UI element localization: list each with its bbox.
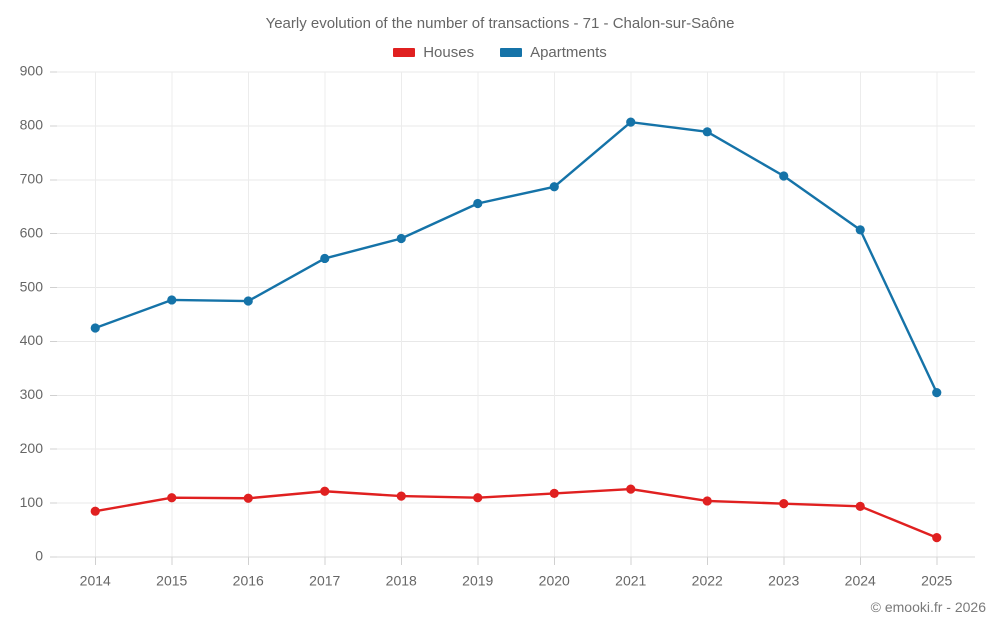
y-axis-tick-label: 100: [20, 494, 44, 510]
y-axis-tick-label: 900: [20, 63, 44, 79]
y-axis-tick-label: 0: [35, 548, 43, 564]
data-point-houses-2025[interactable]: [932, 533, 942, 543]
chart-legend: Houses Apartments: [0, 44, 1000, 61]
legend-item-apartments[interactable]: Apartments: [500, 44, 607, 61]
series-line-houses: [94, 487, 938, 539]
data-point-apartments-2019[interactable]: [473, 198, 483, 209]
y-axis-tick-label: 300: [20, 386, 44, 402]
data-point-houses-2017[interactable]: [320, 486, 330, 496]
legend-swatch-apartments: [500, 48, 523, 57]
data-point-houses-2019[interactable]: [473, 493, 483, 503]
x-axis-tick-label: 2022: [692, 572, 723, 588]
copyright-credit: © emooki.fr - 2026: [870, 599, 986, 615]
y-axis-tick-label: 800: [20, 117, 44, 133]
data-point-apartments-2020[interactable]: [549, 182, 559, 192]
data-point-houses-2020[interactable]: [549, 488, 559, 499]
data-point-houses-2022[interactable]: [702, 496, 712, 506]
legend-item-houses[interactable]: Houses: [393, 44, 474, 61]
data-point-apartments-2016[interactable]: [243, 296, 253, 306]
data-point-houses-2014[interactable]: [90, 506, 100, 516]
data-point-apartments-2025[interactable]: [932, 388, 942, 398]
x-axis-tick-label: 2020: [539, 572, 570, 588]
x-axis-tick-label: 2014: [80, 572, 111, 588]
y-axis-tick-label: 600: [20, 224, 44, 240]
data-point-houses-2021[interactable]: [626, 484, 636, 494]
y-axis-tick-label: 400: [20, 332, 44, 348]
data-point-apartments-2021[interactable]: [626, 117, 636, 127]
x-axis-tick-label: 2017: [309, 572, 340, 588]
x-axis-tick-label: 2018: [386, 572, 417, 588]
data-point-houses-2023[interactable]: [779, 499, 789, 509]
data-point-apartments-2017[interactable]: [320, 253, 330, 264]
data-point-apartments-2022[interactable]: [702, 127, 712, 137]
legend-label-houses: Houses: [423, 44, 475, 61]
x-axis-tick-label: 2016: [233, 572, 264, 588]
y-axis-tick-label: 500: [20, 278, 44, 294]
data-point-houses-2024[interactable]: [855, 501, 865, 511]
data-point-houses-2018[interactable]: [396, 491, 406, 501]
data-point-apartments-2014[interactable]: [90, 323, 100, 333]
y-axis-tick-label: 200: [20, 440, 44, 456]
x-axis-tick-label: 2015: [156, 572, 187, 588]
data-point-apartments-2018[interactable]: [396, 233, 406, 244]
legend-swatch-houses: [393, 48, 416, 57]
y-axis-tick-label: 700: [20, 170, 44, 186]
x-axis-tick-label: 2025: [921, 572, 952, 588]
x-axis-tick-label: 2021: [615, 572, 646, 588]
data-point-houses-2016[interactable]: [243, 493, 253, 503]
data-point-apartments-2024[interactable]: [855, 225, 865, 235]
legend-label-apartments: Apartments: [530, 44, 607, 61]
series-line-apartments: [94, 120, 938, 394]
x-axis-tick-label: 2024: [845, 572, 876, 588]
x-axis-tick-label: 2023: [768, 572, 799, 588]
data-point-apartments-2023[interactable]: [779, 171, 789, 181]
x-axis-tick-label: 2019: [462, 572, 493, 588]
data-point-houses-2015[interactable]: [167, 493, 177, 503]
data-point-apartments-2015[interactable]: [167, 295, 177, 305]
chart-title: Yearly evolution of the number of transa…: [265, 15, 735, 32]
